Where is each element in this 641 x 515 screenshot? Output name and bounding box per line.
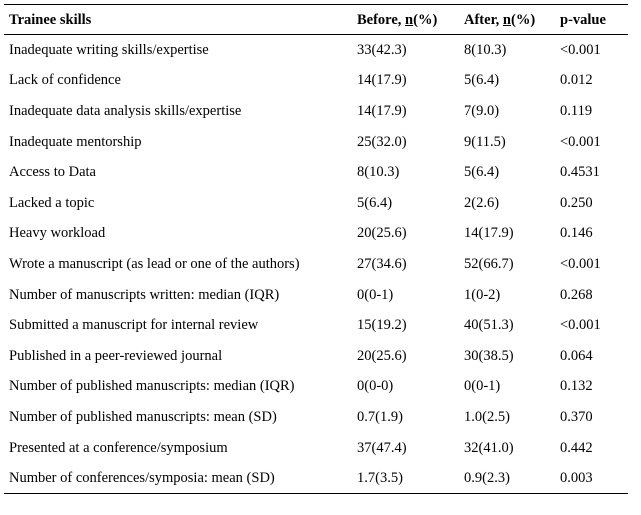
table-row: Lack of confidence 14(17.9) 5(6.4) 0.012 — [4, 65, 628, 96]
trainee-skills-table: Trainee skills Before, n(%) After, n(%) … — [4, 4, 628, 494]
cell-p-value: 0.132 — [560, 378, 593, 395]
table-row: Inadequate mentorship 25(32.0) 9(11.5) <0.0… — [4, 126, 628, 157]
cell-before: 14(17.9) — [357, 102, 407, 119]
cell-before: 14(17.9) — [357, 72, 407, 89]
cell-before: 0(0-1) — [357, 286, 394, 303]
cell-p-value: 0.370 — [560, 408, 593, 425]
table-row: Number of conferences/symposia: mean (SD… — [4, 462, 628, 494]
cell-after: 2(2.6) — [464, 194, 500, 211]
table-row: Wrote a manuscript (as lead or one of th… — [4, 249, 628, 280]
table-row: Lacked a topic 5(6.4) 2(2.6) 0.250 — [4, 187, 628, 218]
cell-after: 30(38.5) — [464, 347, 514, 364]
cell-after: 14(17.9) — [464, 225, 514, 242]
cell-after: 8(10.3) — [464, 42, 507, 59]
cell-before: 27(34.6) — [357, 255, 407, 272]
cell-after: 5(6.4) — [464, 164, 500, 181]
cell-after: 32(41.0) — [464, 439, 514, 456]
table-row: Heavy workload 20(25.6) 14(17.9) 0.146 — [4, 218, 628, 249]
cell-p-value: <0.001 — [560, 255, 601, 272]
header-after-prefix: After, — [464, 11, 503, 28]
header-before-suffix: (%) — [413, 11, 438, 28]
cell-skill: Published in a peer-reviewed journal — [9, 347, 223, 364]
header-after-n: n — [502, 11, 511, 28]
table-row: Inadequate writing skills/expertise 33(42… — [4, 35, 628, 66]
cell-p-value: <0.001 — [560, 42, 601, 59]
cell-before: 25(32.0) — [357, 133, 407, 150]
cell-skill: Wrote a manuscript (as lead or one of th… — [9, 255, 300, 272]
header-trainee-skills: Trainee skills — [4, 4, 352, 35]
cell-before: 0(0-0) — [357, 378, 394, 395]
cell-p-value: 0.064 — [560, 347, 593, 364]
cell-skill: Submitted a manuscript for internal revi… — [9, 317, 259, 334]
cell-skill: Lack of confidence — [9, 72, 121, 89]
cell-after: 52(66.7) — [464, 255, 514, 272]
cell-after: 1(0-2) — [464, 286, 501, 303]
cell-p-value: 0.003 — [555, 462, 628, 494]
cell-after: 9(11.5) — [464, 133, 506, 150]
cell-skill: Number of published manuscripts: median … — [9, 378, 295, 395]
cell-before: 8(10.3) — [357, 164, 400, 181]
cell-p-value: 0.268 — [560, 286, 593, 303]
cell-skill: Inadequate mentorship — [9, 133, 142, 150]
cell-skill: Number of published manuscripts: mean (S… — [9, 408, 277, 425]
header-before-prefix: Before, — [357, 11, 406, 28]
cell-p-value: 0.442 — [560, 439, 593, 456]
cell-after: 0.9(2.3) — [459, 462, 555, 494]
cell-p-value: 0.119 — [560, 102, 593, 119]
cell-p-value: <0.001 — [560, 317, 601, 334]
cell-before: 15(19.2) — [357, 317, 407, 334]
cell-skill: Heavy workload — [9, 225, 106, 242]
cell-after: 5(6.4) — [464, 72, 500, 89]
header-p-value: p-value — [555, 4, 628, 35]
cell-skill: Inadequate data analysis skills/expertis… — [9, 102, 242, 119]
table-row: Number of manuscripts written: median (I… — [4, 279, 628, 310]
table-row: Access to Data 8(10.3) 5(6.4) 0.4531 — [4, 157, 628, 188]
table-row: Presented at a conference/symposium 37(47… — [4, 432, 628, 463]
cell-before: 0.7(1.9) — [357, 408, 403, 425]
cell-before: 37(47.4) — [357, 439, 407, 456]
cell-after: 0(0-1) — [464, 378, 501, 395]
header-before-n: n — [405, 11, 414, 28]
table-row: Submitted a manuscript for internal revi… — [4, 310, 628, 341]
cell-skill: Number of conferences/symposia: mean (SD… — [4, 462, 352, 494]
cell-p-value: 0.4531 — [560, 164, 600, 181]
cell-skill: Number of manuscripts written: median (I… — [9, 286, 280, 303]
table-row: Number of published manuscripts: median … — [4, 371, 628, 402]
cell-skill: Inadequate writing skills/expertise — [9, 42, 209, 59]
cell-before: 5(6.4) — [357, 194, 393, 211]
cell-after: 1.0(2.5) — [464, 408, 510, 425]
table-row: Inadequate data analysis skills/expertis… — [4, 96, 628, 127]
cell-before: 33(42.3) — [357, 42, 407, 59]
cell-p-value: 0.146 — [560, 225, 593, 242]
cell-before: 20(25.6) — [357, 225, 407, 242]
table-row: Published in a peer-reviewed journal 20(2… — [4, 340, 628, 371]
cell-skill: Lacked a topic — [9, 194, 95, 211]
table-header: Trainee skills Before, n(%) After, n(%) … — [4, 4, 628, 35]
header-after-suffix: (%) — [511, 11, 536, 28]
table-body: Inadequate writing skills/expertise 33(42… — [4, 35, 628, 494]
cell-before: 1.7(3.5) — [352, 462, 459, 494]
cell-skill: Access to Data — [9, 164, 96, 181]
table-row: Number of published manuscripts: mean (S… — [4, 402, 628, 433]
header-after: After, n(%) — [459, 4, 555, 35]
cell-p-value: 0.250 — [560, 194, 593, 211]
header-before: Before, n(%) — [352, 4, 459, 35]
header-row: Trainee skills Before, n(%) After, n(%) … — [4, 4, 628, 35]
cell-before: 20(25.6) — [357, 347, 407, 364]
cell-skill: Presented at a conference/symposium — [9, 439, 228, 456]
cell-after: 7(9.0) — [464, 102, 500, 119]
cell-p-value: <0.001 — [560, 133, 601, 150]
cell-p-value: 0.012 — [560, 72, 593, 89]
cell-after: 40(51.3) — [464, 317, 514, 334]
